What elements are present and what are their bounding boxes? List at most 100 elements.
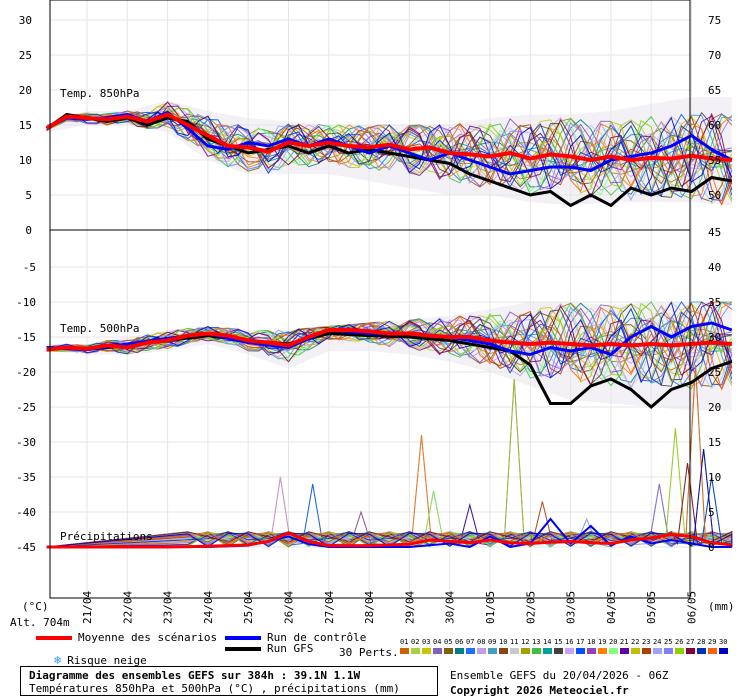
x-tick-label: 23/04 [162,591,175,624]
pert-swatch [631,648,640,654]
pert-swatch [653,648,662,654]
y-tick-right: 5 [708,506,715,519]
chart-labels: 21/04 22/04 23/04 24/04 25/04 26/04 27/04 28/04… [10,14,735,629]
y-tick-left: 5 [25,189,32,202]
y-tick-right: 65 [708,84,721,97]
pert-swatch [675,648,684,654]
pert-swatch [411,648,420,654]
x-tick-label: 24/04 [202,591,215,624]
pert-number: 12 [521,638,530,646]
pert-number: 01 [400,638,409,646]
plot-frame [49,0,691,599]
precip-panel-title: Précipitations [60,530,153,543]
y-tick-left: -25 [16,401,36,414]
pert-number: 14 [543,638,552,646]
legend-control-label: Run de contrôle [267,631,367,644]
pert-number: 18 [587,638,596,646]
t850-member-26 [46,107,733,195]
pert-swatch [719,648,728,654]
unit-right-label: (mm) [708,600,735,613]
pert-number: 15 [554,638,563,646]
pert-number: 10 [499,638,508,646]
pert-swatch [521,648,530,654]
y-tick-right: 55 [708,154,721,167]
pert-number: 20 [609,638,618,646]
pert-swatch [543,648,552,654]
spread-500 [46,302,732,411]
t500-mean-line [46,328,732,352]
precip-control-run [46,517,732,549]
x-tick-label: 06/05 [686,591,699,624]
pert-number: 13 [532,638,541,646]
t500-gfs-run [46,331,733,409]
t850-mean-line [45,112,732,163]
pert-number: 27 [686,638,695,646]
pert-number: 16 [565,638,574,646]
x-tick-label: 04/05 [605,591,618,624]
perturbation-legend: 01 02 03 04 05 06 07 08 09 10 11 12 13 14 15 16 17 18 19 20… [400,638,730,658]
x-tick-label: 28/04 [363,591,376,624]
unit-left-label: (°C) [22,600,49,613]
x-tick-label: 27/04 [323,591,336,624]
footer-title: Diagramme des ensembles GEFS sur 384h : … [29,669,361,682]
pert-number: 25 [664,638,673,646]
pert-swatch [576,648,585,654]
pert-number: 09 [488,638,497,646]
pert-number: 21 [620,638,629,646]
copyright: Copyright 2026 Meteociel.fr [450,684,629,697]
pert-number: 11 [510,638,519,646]
t500-member-26 [46,302,733,384]
pert-number: 07 [466,638,475,646]
y-tick-left: -40 [16,506,36,519]
y-tick-right: 10 [708,471,721,484]
y-tick-left: 10 [19,154,32,167]
y-tick-left: -30 [16,436,36,449]
y-tick-left: 0 [25,224,32,237]
t500-member-18 [46,307,733,379]
legend-mean-label: Moyenne des scénarios [78,631,218,644]
pert-swatch [433,648,442,654]
t500-member-27 [46,300,733,387]
x-tick-label: 02/05 [524,591,537,624]
pert-number: 29 [708,638,717,646]
pert-number: 08 [477,638,486,646]
snowflake-icon: ❄ [54,653,62,667]
pert-swatch [422,648,431,654]
pert-swatch [686,648,695,654]
x-tick-label: 29/04 [403,591,416,624]
footer-box: Diagramme des ensembles GEFS sur 384h : … [20,666,438,696]
pert-number: 24 [653,638,662,646]
y-tick-right: 60 [708,119,721,132]
chart-axes [49,0,691,599]
y-tick-right: 20 [708,401,721,414]
legend-snow-label: Risque neige [67,654,147,667]
x-tick-label: 03/05 [565,591,578,624]
pert-number: 05 [444,638,453,646]
pert-swatch [499,648,508,654]
pert-swatch [444,648,453,654]
pert-swatch [708,648,717,654]
y-tick-right: 70 [708,49,721,62]
ensemble-info: Ensemble GEFS du 20/04/2026 - 06Z [450,669,669,682]
pert-number: 23 [642,638,651,646]
pert-swatch [587,648,596,654]
footer-subtitle: Températures 850hPa et 500hPa (°C) , pré… [29,682,400,695]
legend-control-swatch [225,636,261,640]
pert-swatch [466,648,475,654]
pert-swatch [609,648,618,654]
x-tick-label: 30/04 [444,591,457,624]
upper-panel-title: Temp. 850hPa [60,87,139,100]
main-runs [45,110,733,549]
y-tick-right: 25 [708,366,721,379]
pert-number: 03 [422,638,431,646]
t850-member-30 [46,111,733,196]
pert-swatch [598,648,607,654]
y-tick-left: -5 [23,261,36,274]
y-tick-left: -35 [16,471,36,484]
legend-gfs-swatch [225,647,261,651]
pert-swatch [510,648,519,654]
altitude-label: Alt. 704m [10,616,70,629]
x-tick-label: 25/04 [242,591,255,624]
t850-member-18 [46,110,733,190]
